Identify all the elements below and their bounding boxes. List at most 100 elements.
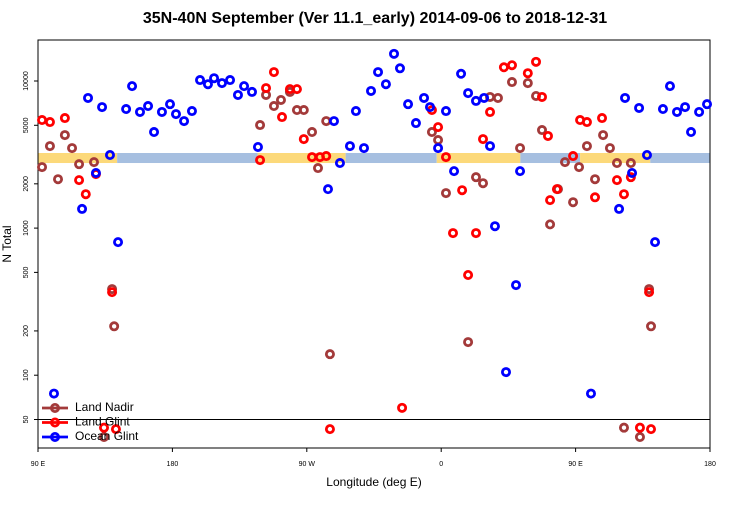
- data-point: [590, 192, 601, 203]
- data-point: [650, 237, 661, 248]
- band-segment: [38, 153, 118, 164]
- data-point: [334, 158, 345, 169]
- data-point: [470, 95, 481, 106]
- band-segment: [436, 153, 521, 164]
- data-point: [478, 178, 489, 189]
- band-segment: [520, 153, 581, 164]
- legend-marker: [50, 431, 61, 442]
- chart-title: 35N-40N September (Ver 11.1_early) 2014-…: [143, 10, 607, 27]
- x-tick-label: 0: [439, 461, 443, 468]
- data-point: [456, 68, 467, 79]
- data-point: [664, 81, 675, 92]
- data-point: [366, 85, 377, 96]
- data-point: [107, 287, 118, 298]
- legend-marker: [50, 402, 61, 413]
- data-point: [149, 127, 160, 138]
- data-point: [275, 94, 286, 105]
- data-point: [627, 167, 638, 178]
- data-point: [170, 109, 181, 120]
- data-point: [99, 422, 110, 433]
- data-point: [489, 221, 500, 232]
- data-point: [373, 67, 384, 78]
- data-point: [694, 106, 705, 117]
- data-point: [492, 92, 503, 103]
- x-tick-label: 90 E: [568, 461, 583, 468]
- data-point: [127, 81, 138, 92]
- y-tick-label: 500: [23, 266, 30, 278]
- data-point: [506, 77, 517, 88]
- y-tick-label: 50: [23, 415, 30, 423]
- data-point: [195, 75, 206, 86]
- data-point: [37, 115, 48, 126]
- data-point: [625, 158, 636, 169]
- data-point: [680, 102, 691, 113]
- data-point: [646, 424, 657, 435]
- data-point: [506, 60, 517, 71]
- data-point: [581, 117, 592, 128]
- legend-label: Land Glint: [75, 415, 130, 429]
- data-point: [463, 337, 474, 348]
- data-point: [426, 127, 437, 138]
- data-point: [344, 141, 355, 152]
- data-point: [620, 92, 631, 103]
- data-point: [522, 78, 533, 89]
- x-tick-label: 180: [704, 461, 716, 468]
- data-point: [113, 237, 124, 248]
- band-segment: [257, 153, 346, 164]
- data-point: [59, 130, 70, 141]
- data-point: [216, 78, 227, 89]
- data-point: [545, 195, 556, 206]
- y-tick-label: 2000: [23, 176, 30, 192]
- data-point: [542, 130, 553, 141]
- data-point: [59, 113, 70, 124]
- data-point: [239, 81, 250, 92]
- y-tick-label: 200: [23, 325, 30, 337]
- data-point: [470, 172, 481, 183]
- data-point: [604, 143, 615, 154]
- data-point: [134, 106, 145, 117]
- data-point: [252, 141, 263, 152]
- y-tick-label: 10000: [23, 71, 30, 91]
- data-point: [77, 203, 88, 214]
- data-point: [324, 349, 335, 360]
- data-point: [44, 117, 55, 128]
- data-point: [671, 106, 682, 117]
- data-point: [80, 189, 91, 200]
- data-point: [686, 127, 697, 138]
- data-point: [478, 134, 489, 145]
- y-tick-label: 100: [23, 369, 30, 381]
- data-point: [307, 127, 318, 138]
- data-point: [99, 432, 110, 443]
- data-point: [312, 163, 323, 174]
- data-point: [634, 432, 645, 443]
- data-point: [440, 188, 451, 199]
- data-point: [611, 175, 622, 186]
- data-point: [545, 219, 556, 230]
- data-point: [209, 73, 220, 84]
- legend-label: Ocean Glint: [75, 429, 139, 443]
- data-point: [449, 166, 460, 177]
- data-point: [433, 143, 444, 154]
- data-point: [440, 152, 451, 163]
- data-point: [485, 141, 496, 152]
- data-point: [440, 106, 451, 117]
- data-point: [156, 106, 167, 117]
- data-point: [551, 184, 562, 195]
- data-point: [83, 92, 94, 103]
- data-point: [380, 79, 391, 90]
- y-tick-label: 5000: [23, 117, 30, 133]
- data-point: [537, 125, 548, 136]
- data-point: [485, 107, 496, 118]
- data-point: [48, 388, 59, 399]
- data-point: [463, 269, 474, 280]
- data-point: [97, 102, 108, 113]
- data-point: [403, 99, 414, 110]
- data-point: [104, 150, 115, 161]
- data-point: [498, 62, 509, 73]
- data-point: [433, 122, 444, 133]
- data-point: [232, 89, 243, 100]
- data-point: [559, 157, 570, 168]
- data-point: [397, 402, 408, 413]
- y-tick-label: 1000: [23, 220, 30, 236]
- data-point: [634, 102, 645, 113]
